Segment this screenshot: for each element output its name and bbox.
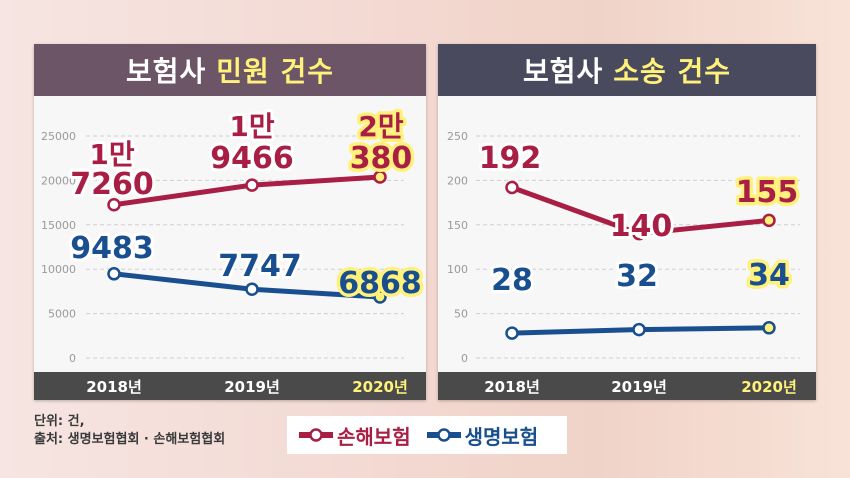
x-tick-label: 2020년 xyxy=(741,378,797,396)
x-axis-bar xyxy=(438,372,816,400)
data-point xyxy=(373,290,387,304)
y-tick-label: 250 xyxy=(447,130,468,143)
complaints-line-chart: 25000 20000 15000 10000 5000 0 2018년 2019년 2020년… xyxy=(34,107,426,400)
lawsuits-line-chart: 250 200 150 100 50 0 2018년 2019년 2020년 192 140 155 2… xyxy=(438,130,816,400)
y-tick-label: 25000 xyxy=(41,130,76,143)
data-label: 140 xyxy=(610,209,673,244)
data-label: 380 xyxy=(350,141,413,176)
data-point xyxy=(632,226,646,241)
x-tick-label: 2020년 xyxy=(352,378,408,396)
data-label-top: 2만 xyxy=(358,110,403,143)
y-tick-label: 150 xyxy=(447,219,468,232)
data-label: 6868 xyxy=(338,266,422,301)
legend-label-life: 생명보험 xyxy=(464,424,539,449)
y-tick-label: 15000 xyxy=(41,219,76,232)
data-point xyxy=(107,197,121,212)
footnote: 단위: 건, 출처: 생명보험협회 · 손해보험협회 xyxy=(34,413,225,449)
source-note: 출처: 생명보험협회 · 손해보험협회 xyxy=(34,432,226,447)
lawsuits-chart-panel: 보험사 소송 건수 250 200 150 100 50 0 2018년 2019년 2020년… xyxy=(438,44,816,400)
data-point xyxy=(245,282,259,296)
data-label-top: 1만 xyxy=(89,138,134,171)
data-point xyxy=(245,178,259,192)
y-tick-label: 10000 xyxy=(41,263,76,276)
x-tick-label: 2019년 xyxy=(224,378,280,396)
data-point xyxy=(632,322,646,337)
data-label: 7747 xyxy=(218,249,302,284)
unit-note: 단위: 건, xyxy=(34,414,85,429)
data-label: 28 xyxy=(491,263,533,298)
data-label: 7260 xyxy=(70,167,154,202)
complaints-title-main: 보험사 xyxy=(125,55,207,88)
legend-label-damage: 손해보험 xyxy=(337,424,411,449)
data-label: 155 xyxy=(736,175,799,210)
y-tick-label: 5000 xyxy=(48,308,76,321)
lawsuits-chart-body: 250 200 150 100 50 0 2018년 2019년 2020년 192 140 155 2… xyxy=(438,96,816,400)
lawsuits-chart-title: 보험사 소송 건수 xyxy=(438,44,816,96)
data-label: 9483 xyxy=(70,231,154,266)
y-tick-label: 50 xyxy=(454,308,468,321)
chart-legend: 손해보험 생명보험 xyxy=(287,416,567,454)
data-label: 32 xyxy=(616,259,658,294)
lawsuits-title-main: 보험사 xyxy=(522,55,604,88)
legend-marker-life-icon xyxy=(426,428,461,442)
x-tick-label: 2019년 xyxy=(611,378,667,396)
complaints-title-accent: 민원 건수 xyxy=(216,55,335,88)
complaints-chart-body: 25000 20000 15000 10000 5000 0 2018년 2019년 2020년… xyxy=(34,96,426,400)
y-tick-label: 100 xyxy=(447,263,468,276)
data-label-top: 1만 xyxy=(229,110,274,143)
legend-item-damage: 손해보험 xyxy=(299,421,411,450)
x-tick-label: 2018년 xyxy=(86,378,142,396)
data-label: 192 xyxy=(479,141,542,176)
y-tick-label: 0 xyxy=(69,352,76,365)
legend-item-life: 생명보험 xyxy=(426,421,539,450)
complaints-chart-title: 보험사 민원 건수 xyxy=(34,44,426,96)
data-point xyxy=(505,326,519,340)
data-point xyxy=(762,213,776,228)
y-tick-label: 20000 xyxy=(41,174,76,187)
complaints-chart-panel: 보험사 민원 건수 25000 20000 15000 10000 5000 0 2018년… xyxy=(34,44,426,400)
data-point xyxy=(373,170,387,184)
x-axis-bar xyxy=(34,372,426,400)
data-label: 9466 xyxy=(210,141,294,176)
data-point xyxy=(505,180,519,195)
y-tick-label: 0 xyxy=(461,352,468,365)
data-label: 34 xyxy=(748,258,790,293)
lawsuits-title-accent: 소송 건수 xyxy=(613,55,732,88)
y-tick-label: 200 xyxy=(447,174,468,187)
data-point xyxy=(762,321,776,335)
legend-marker-damage-icon xyxy=(299,428,333,442)
x-tick-label: 2018년 xyxy=(484,378,540,396)
data-point xyxy=(107,267,121,281)
